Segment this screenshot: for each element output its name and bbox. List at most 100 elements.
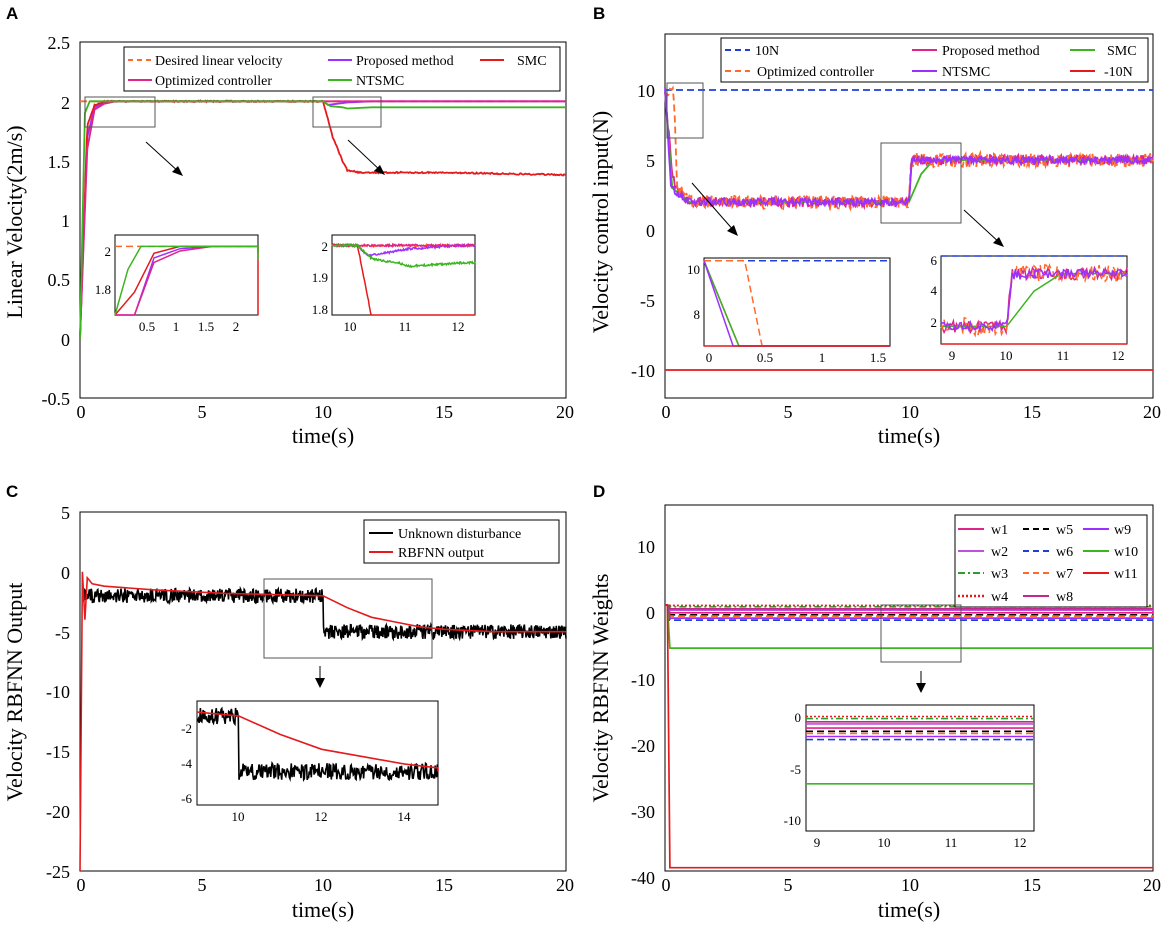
b-xtick-label: 10 [901, 402, 919, 422]
b-inset-2-ytick: 6 [931, 253, 938, 268]
panel-c-letter: C [6, 482, 18, 501]
d-inset-1-series [806, 715, 1034, 785]
d-ytick-label: -20 [631, 736, 655, 756]
c-legend-label: RBFNN output [398, 546, 484, 561]
c-inset-1-line-rbfnn-output [196, 711, 439, 772]
a-inset-2-line-ntsmc [331, 242, 476, 269]
c-xtick-label: 15 [435, 875, 453, 895]
a-legend-box [123, 46, 561, 92]
panel-b-legend: 10N Proposed method SMC Optimized contro… [720, 37, 1149, 83]
d-legend-label: w8 [1056, 590, 1073, 605]
d-x-axis-label: time(s) [878, 897, 940, 922]
c-ytick-label: 0 [61, 563, 70, 583]
panel-d-x-ticks: 0 5 10 15 20 [662, 875, 1162, 895]
b-legend-label: Optimized controller [757, 65, 874, 80]
panel-d-y-ticks: 10 0 -10 -20 -30 -40 [631, 537, 655, 888]
a-inset-1-xtick: 2 [233, 319, 240, 334]
d-inset-1-xtick: 9 [814, 835, 821, 850]
b-inset-2-ytick: 2 [931, 315, 938, 330]
a-legend-label: Optimized controller [155, 74, 272, 89]
b-inset-1-ytick: 10 [687, 262, 700, 277]
a-zoom-box-2 [312, 96, 382, 128]
b-inset-2-xtick: 10 [1000, 348, 1013, 363]
panel-b-series [664, 85, 1154, 371]
panel-a-plot-frame [79, 41, 567, 399]
c-x-axis-label: time(s) [292, 897, 354, 922]
b-inset-1-series [703, 260, 890, 347]
c-inset-1-ytick: -4 [181, 756, 192, 771]
a-xtick-label: 5 [198, 402, 207, 422]
panel-d-series [665, 603, 1153, 869]
b-inset-2-line-ntsmc [940, 267, 1128, 333]
b-inset-2-xtick: 11 [1057, 348, 1070, 363]
panel-d-letter: D [593, 482, 605, 501]
c-legend-label: Unknown disturbance [398, 527, 521, 542]
c-inset-1-xtick: 10 [232, 809, 245, 824]
b-legend-label: SMC [1107, 44, 1137, 59]
b-ytick-label: 5 [646, 151, 655, 171]
b-xtick-label: 0 [662, 402, 671, 422]
panel-a-legend: Desired linear velocity Proposed method … [123, 46, 561, 92]
d-legend-label: w5 [1056, 523, 1073, 538]
a-ytick-label: 0.5 [48, 270, 71, 290]
d-zoom-box [880, 604, 962, 663]
a-ytick-label: 2 [61, 93, 70, 113]
b-legend-label: 10N [755, 44, 779, 59]
c-zoom-arrow [315, 666, 325, 688]
b-legend-label: -10N [1104, 65, 1133, 80]
d-xtick-label: 15 [1023, 875, 1041, 895]
d-legend-box [954, 514, 1148, 608]
b-inset-1-frame [703, 257, 891, 347]
a-ytick-label: 2.5 [48, 33, 71, 53]
c-y-axis-label: Velocity RBFNN Output [2, 583, 27, 802]
a-inset-1-ytick: 1.8 [95, 282, 111, 297]
c-ytick-label: -10 [46, 682, 70, 702]
panel-a: A 2.5 2 1.5 1 0.5 0 -0.5 0 5 10 15 20 ti… [2, 4, 574, 448]
panel-c: C 5 0 -5 -10 -15 -20 -25 0 5 10 15 20 ti… [2, 482, 574, 922]
c-inset-1-xtick: 12 [315, 809, 328, 824]
panel-b: B 10 5 0 -5 -10 0 5 10 15 20 time(s) Vel… [588, 4, 1161, 448]
d-xtick-label: 20 [1143, 875, 1161, 895]
a-inset-1-series [114, 245, 259, 316]
d-inset-1-xtick: 12 [1014, 835, 1027, 850]
a-xtick-label: 0 [77, 402, 86, 422]
a-inset-2: 2 1.9 1.8 10 11 12 [312, 234, 476, 334]
a-legend-label: Proposed method [356, 54, 454, 69]
c-inset-1-frame [196, 700, 439, 806]
a-series-line-ntsmc [79, 100, 566, 339]
b-ytick-label: -10 [631, 361, 655, 381]
a-inset-2-ytick: 1.9 [312, 270, 328, 285]
panel-a-y-ticks: 2.5 2 1.5 1 0.5 0 -0.5 [42, 33, 71, 409]
d-legend-label: w2 [991, 545, 1008, 560]
panel-a-series [79, 99, 567, 339]
a-inset-2-ytick: 1.8 [312, 302, 328, 317]
d-inset-1-ytick: -5 [790, 762, 801, 777]
c-inset-1: -2 -4 -6 10 12 14 [181, 700, 439, 824]
d-zoom-arrow [916, 671, 926, 693]
b-inset-1-xtick: 1 [819, 350, 826, 365]
b-inset-1-ytick: 8 [694, 307, 701, 322]
panel-b-plot-frame [664, 33, 1154, 399]
a-inset-1: 2 1.8 0.5 1 1.5 2 [95, 234, 259, 334]
c-xtick-label: 20 [556, 875, 574, 895]
a-inset-1-line-ntsmc [114, 245, 259, 316]
d-legend-label: w4 [991, 590, 1008, 605]
a-inset-1-xtick: 1 [173, 319, 180, 334]
c-inset-1-xtick: 14 [398, 809, 412, 824]
a-ytick-label: 1 [61, 211, 70, 231]
a-inset-2-xtick: 11 [399, 319, 412, 334]
a-xtick-label: 10 [314, 402, 332, 422]
d-inset-1-ytick: 0 [795, 710, 802, 725]
c-ytick-label: -15 [46, 742, 70, 762]
b-legend-label: NTSMC [942, 65, 990, 80]
a-legend-label: Desired linear velocity [155, 54, 283, 69]
d-inset-1-xtick: 10 [878, 835, 891, 850]
d-inset-1: 0 -5 -10 9 10 11 12 [784, 704, 1035, 850]
panel-c-y-ticks: 5 0 -5 -10 -15 -20 -25 [46, 503, 70, 882]
panel-a-x-ticks: 0 5 10 15 20 [77, 402, 575, 422]
b-ytick-label: 0 [646, 221, 655, 241]
d-legend-label: w1 [991, 523, 1008, 538]
b-series-line-ntsmc [664, 87, 1154, 209]
a-inset-1-xtick: 0.5 [139, 319, 155, 334]
b-xtick-label: 20 [1143, 402, 1161, 422]
